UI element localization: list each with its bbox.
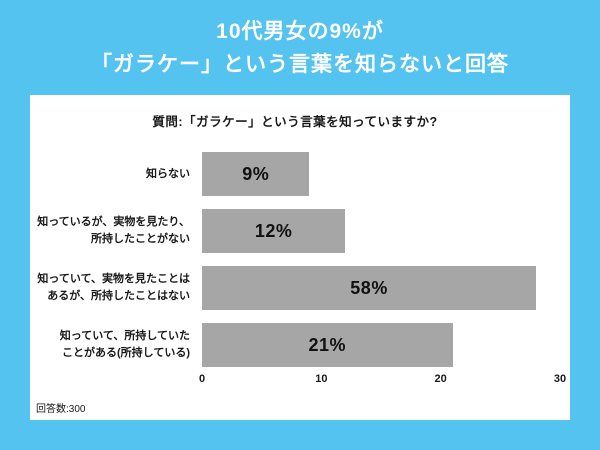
question-text: 質問:「ガラケー」という言葉を知っていますか? bbox=[152, 115, 438, 129]
bar-track: 9% bbox=[202, 152, 560, 196]
chart-row: 知っていて、所持していた ことがある(所持している) 21% bbox=[30, 323, 560, 367]
bar-value-label: 9% bbox=[242, 163, 270, 184]
axis-tick-track: 0 10 20 30 bbox=[198, 373, 566, 389]
category-label: 知らない bbox=[146, 167, 190, 180]
chart-row: 知っているが、実物を見たり、 所持したことがない 12% bbox=[30, 209, 560, 253]
bar-track: 21% bbox=[202, 323, 560, 367]
bar-track: 12% bbox=[202, 209, 560, 253]
bar-value-label: 58% bbox=[350, 277, 388, 298]
axis-tick-label: 20 bbox=[434, 373, 447, 385]
chart-row: 知らない 9% bbox=[30, 152, 560, 196]
respondent-count: 回答数:300 bbox=[36, 404, 86, 415]
axis-tick-label: 0 bbox=[198, 373, 206, 385]
title-banner: 10代男女の9%が 「ガラケー」という言葉を知らないと回答 bbox=[0, 0, 600, 95]
axis-tick-label: 10 bbox=[315, 373, 328, 385]
bar-value-label: 12% bbox=[254, 220, 293, 241]
category-label: 知っていて、所持していた ことがある(所持している) bbox=[59, 330, 190, 359]
page-title-line-2: 「ガラケー」という言葉を知らないと回答 bbox=[91, 52, 509, 76]
bar-chart: 知らない 9% 知っているが、実物を見たり、 所持したことがない 12% 知っていて、実… bbox=[30, 152, 566, 389]
category-label: 知っているが、実物を見たり、 所持したことがない bbox=[37, 216, 190, 245]
bar: 58% bbox=[202, 266, 537, 310]
bar: 9% bbox=[202, 152, 310, 196]
content-card: 質問:「ガラケー」という言葉を知っていますか? 知らない 9% 知っているが、実物を… bbox=[30, 95, 570, 420]
axis-tick-label: 30 bbox=[553, 373, 567, 385]
category-label: 知っていて、実物を見たことは あるが、所持したことはない bbox=[37, 273, 190, 302]
x-axis: 0 10 20 30 bbox=[30, 373, 566, 389]
axis-spacer bbox=[30, 373, 202, 389]
bar: 21% bbox=[202, 323, 453, 367]
bar: 12% bbox=[202, 209, 346, 253]
page-title-line-1: 10代男女の9%が bbox=[216, 19, 384, 43]
bar-track: 58% bbox=[202, 266, 560, 310]
chart-row: 知っていて、実物を見たことは あるが、所持したことはない 58% bbox=[30, 266, 560, 310]
bar-value-label: 21% bbox=[308, 334, 347, 355]
chart-rows: 知らない 9% 知っているが、実物を見たり、 所持したことがない 12% 知っていて、実… bbox=[30, 152, 560, 367]
